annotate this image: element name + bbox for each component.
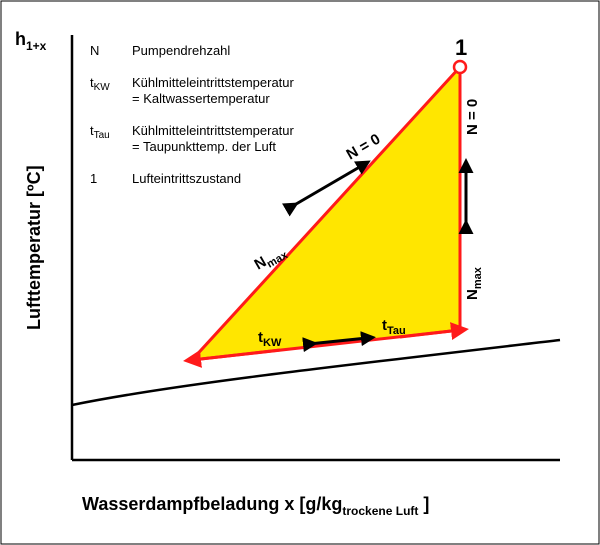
y-axis-label: Lufttemperatur [ºC]	[24, 165, 44, 330]
legend-text: Kühlmitteleintrittstemperatur	[132, 75, 295, 90]
right-n0-label: N = 0	[464, 99, 481, 135]
legend-text: Lufteintrittszustand	[132, 171, 241, 186]
legend-symbol: 1	[90, 171, 97, 186]
legend-text: Kühlmitteleintrittstemperatur	[132, 123, 295, 138]
legend-symbol: N	[90, 43, 99, 58]
point-1-label: 1	[455, 35, 467, 60]
legend-text2: = Taupunkttemp. der Luft	[132, 139, 276, 154]
legend-text: Pumpendrehzahl	[132, 43, 230, 58]
legend-text2: = Kaltwassertemperatur	[132, 91, 270, 106]
point-1	[454, 61, 466, 73]
